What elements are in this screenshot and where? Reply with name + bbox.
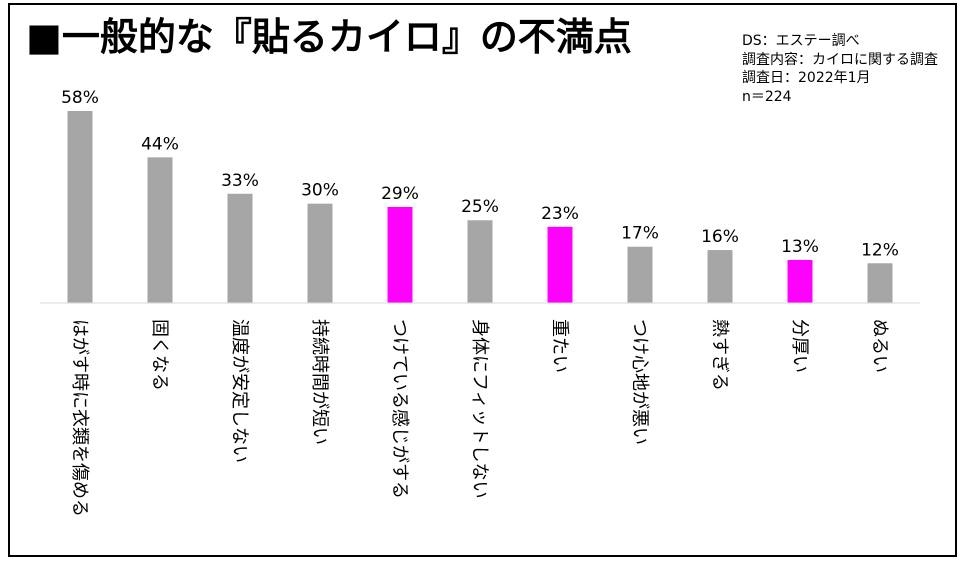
bar — [67, 111, 93, 303]
bar — [467, 220, 493, 303]
data-label: 13% — [781, 237, 819, 257]
category-label: ぬるい — [869, 319, 890, 373]
category-label: 持続時間が短い — [309, 319, 330, 445]
data-label: 33% — [221, 171, 259, 191]
survey-date-line: 調査日：2022年1月 — [742, 70, 871, 86]
data-label: 44% — [141, 134, 179, 154]
bar — [787, 259, 813, 303]
data-label: 25% — [461, 197, 499, 217]
category-label: 分厚い — [789, 319, 810, 373]
bar — [547, 226, 573, 303]
bar — [387, 207, 413, 303]
data-label: 29% — [381, 184, 419, 204]
data-label: 17% — [621, 224, 659, 244]
bars-group — [67, 111, 893, 303]
category-label: つけ心地が悪い — [629, 319, 650, 445]
category-labels-group: はがす時に衣類を傷める 固くなる 温度が安定しない 持続時間が短い つけている感じがする… — [69, 319, 890, 517]
bar — [147, 157, 173, 303]
category-label: 重たい — [549, 319, 570, 373]
source-line: DS：エステー調べ — [742, 33, 860, 49]
survey-info: DS：エステー調べ 調査内容：カイロに関する調査 調査日：2022年1月 n＝2… — [742, 32, 938, 106]
category-label: 温度が安定しない — [229, 319, 250, 463]
survey-content-line: 調査内容：カイロに関する調査 — [742, 51, 938, 68]
category-label: 身体にフィットしない — [469, 319, 490, 499]
category-label: 熱すぎる — [709, 319, 730, 391]
bar — [867, 263, 893, 303]
bar — [627, 246, 653, 303]
bar — [227, 193, 253, 303]
category-label: はがす時に衣類を傷める — [69, 319, 90, 517]
category-label: つけている感じがする — [389, 319, 410, 499]
data-label: 23% — [541, 204, 579, 224]
data-label: 58% — [61, 88, 99, 108]
category-label: 固くなる — [149, 319, 170, 391]
data-label: 16% — [701, 227, 739, 247]
bar — [707, 250, 733, 303]
sample-size-line: n＝224 — [742, 88, 792, 105]
bar — [307, 203, 333, 303]
chart-title: ■一般的な『貼るカイロ』の不満点 — [26, 15, 632, 59]
data-label: 30% — [301, 181, 339, 201]
data-label: 12% — [861, 240, 899, 260]
value-labels-group: 58% 44% 33% 30% 29% 25% 23% 17% 16% 13% 12% — [61, 88, 899, 260]
